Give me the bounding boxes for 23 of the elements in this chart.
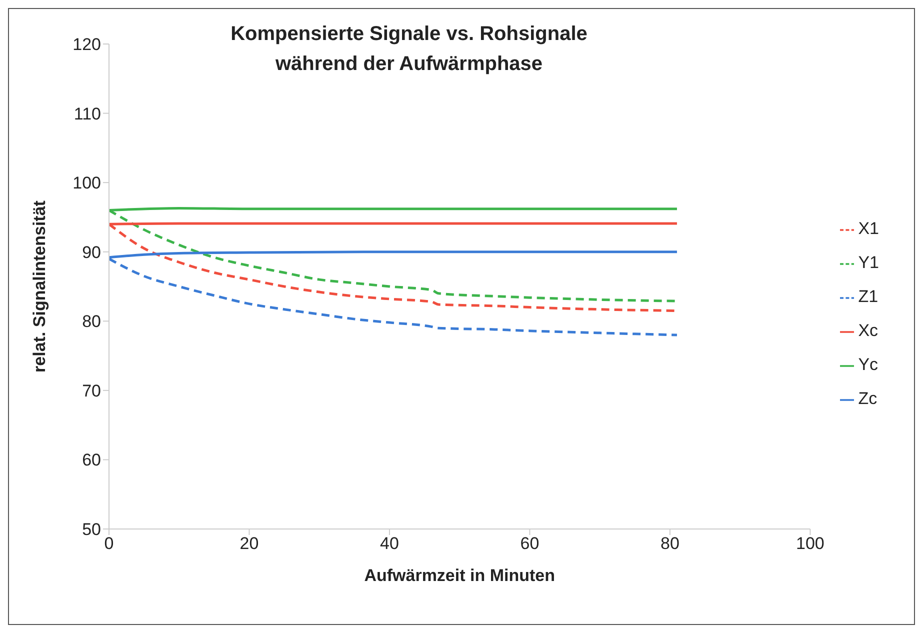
y-tick-label: 100 (72, 174, 101, 193)
x-axis-title: Aufwärmzeit in Minuten (364, 566, 555, 585)
chart-title: Kompensierte Signale vs. Rohsignale während der Aufwärmphase (230, 22, 588, 77)
y-tick-label: 60 (82, 450, 101, 470)
x-tick-label: 20 (240, 534, 259, 554)
y-tick-label: 50 (82, 520, 101, 540)
x-tick-label: 60 (520, 534, 540, 554)
legend-label: Xc (858, 321, 878, 340)
legend-label: Yc (858, 355, 878, 374)
y-tick-label: 110 (74, 104, 101, 124)
x-tick-label: 0 (104, 534, 114, 554)
y-tick-label: 90 (82, 242, 101, 262)
legend-label: Y1 (858, 253, 879, 272)
legend-label: Zc (858, 389, 878, 408)
x-tick-label: 40 (380, 534, 399, 554)
x-tick-label: 80 (660, 534, 680, 554)
y-tick-label: 80 (82, 312, 101, 332)
legend-label: Z1 (858, 287, 878, 306)
y-tick-label: 120 (72, 35, 101, 54)
legend-label: X1 (858, 219, 879, 238)
y-tick-label: 70 (82, 381, 101, 400)
y-axis-title: relat. Signalintensität (30, 200, 50, 372)
x-tick-label: 100 (796, 534, 824, 554)
